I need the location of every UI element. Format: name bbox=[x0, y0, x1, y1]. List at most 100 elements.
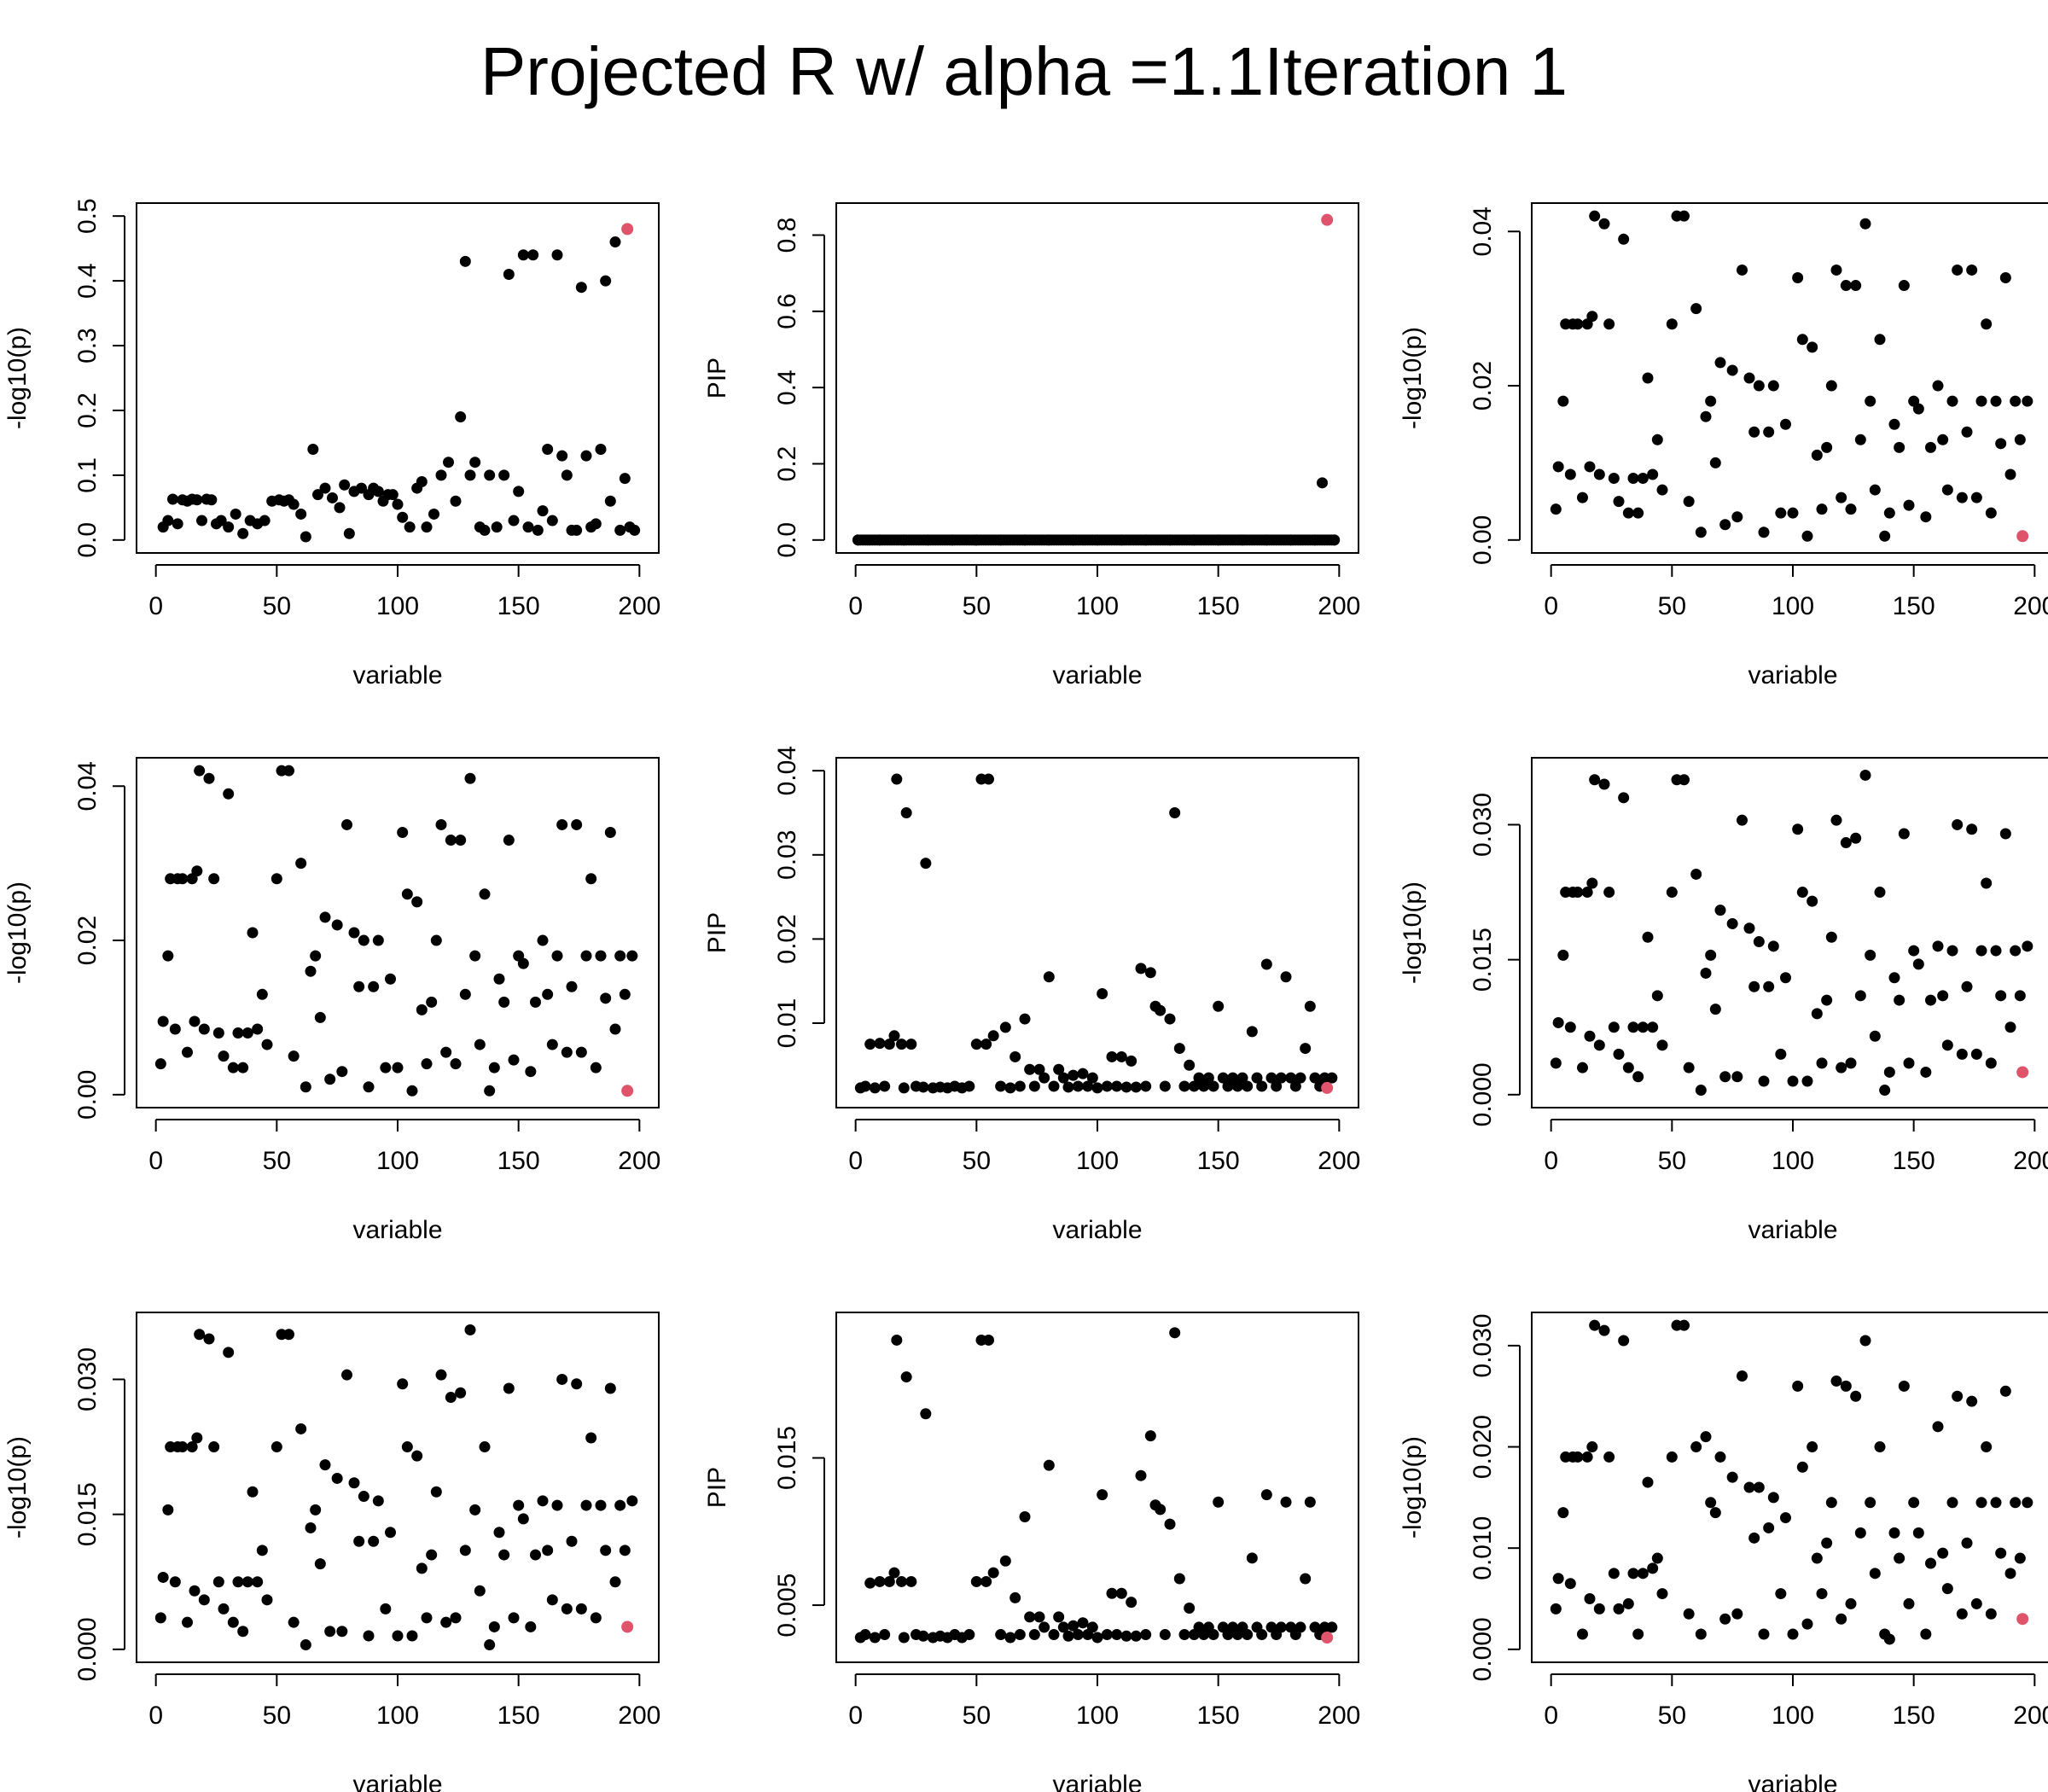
data-point bbox=[1057, 1621, 1069, 1633]
data-point bbox=[1946, 1497, 1958, 1509]
data-point bbox=[1159, 1080, 1171, 1092]
data-point bbox=[445, 1392, 457, 1404]
data-point bbox=[1072, 1629, 1084, 1641]
data-point bbox=[1581, 1451, 1593, 1463]
data-point bbox=[498, 469, 510, 481]
plot-frame bbox=[835, 202, 1359, 554]
data-point bbox=[1126, 1597, 1137, 1609]
data-point bbox=[1956, 1048, 1968, 1060]
data-point bbox=[1289, 1080, 1301, 1092]
data-point bbox=[999, 1555, 1011, 1567]
data-point bbox=[1714, 1451, 1726, 1463]
data-point bbox=[1695, 1085, 1707, 1097]
data-point bbox=[353, 980, 365, 992]
data-point bbox=[575, 1603, 587, 1615]
data-point bbox=[1236, 1072, 1248, 1084]
data-point bbox=[590, 1612, 602, 1624]
data-point bbox=[590, 1062, 602, 1073]
y-tick-label: 0.8 bbox=[773, 218, 801, 253]
data-point bbox=[450, 1058, 462, 1070]
x-tick-label: 50 bbox=[263, 1147, 291, 1175]
x-tick-label: 200 bbox=[2013, 1702, 2048, 1730]
data-point bbox=[1743, 922, 1755, 934]
data-point bbox=[900, 806, 912, 818]
data-point bbox=[1213, 534, 1225, 546]
x-tick-label: 150 bbox=[1197, 592, 1240, 620]
y-tick-label: 0.3 bbox=[73, 328, 102, 364]
data-point bbox=[1564, 468, 1576, 480]
data-point bbox=[1705, 395, 1717, 407]
data-point bbox=[1898, 280, 1910, 292]
data-point bbox=[1737, 814, 1748, 826]
data-point bbox=[1836, 1062, 1847, 1073]
data-point bbox=[1227, 1072, 1239, 1084]
data-point bbox=[1647, 1562, 1659, 1574]
data-point bbox=[256, 1545, 268, 1556]
data-point bbox=[157, 1571, 169, 1583]
data-point bbox=[1966, 1395, 1978, 1407]
data-point bbox=[1854, 433, 1866, 445]
data-point bbox=[443, 457, 454, 468]
data-point bbox=[1836, 492, 1847, 503]
data-point bbox=[283, 765, 294, 777]
data-point bbox=[869, 1082, 881, 1094]
data-point bbox=[491, 521, 503, 533]
data-point bbox=[1932, 380, 1944, 392]
data-point bbox=[237, 527, 249, 539]
data-point bbox=[1603, 1451, 1615, 1463]
data-point bbox=[905, 1575, 917, 1587]
data-point bbox=[1737, 264, 1748, 276]
data-point bbox=[1970, 1597, 1982, 1609]
data-point bbox=[1028, 1080, 1040, 1092]
data-point bbox=[530, 996, 541, 1008]
data-point bbox=[1946, 395, 1958, 407]
y-tick-label: 0.04 bbox=[1469, 207, 1497, 256]
data-point bbox=[397, 1378, 409, 1390]
data-point bbox=[1004, 1632, 1016, 1644]
data-point bbox=[2004, 468, 2016, 480]
data-point bbox=[177, 1441, 189, 1453]
data-point bbox=[1758, 527, 1770, 538]
data-point bbox=[983, 773, 994, 785]
data-point bbox=[898, 534, 910, 546]
data-point bbox=[1043, 971, 1055, 983]
data-point bbox=[1317, 477, 1328, 489]
data-point bbox=[2010, 945, 2022, 957]
data-point bbox=[1811, 449, 1823, 461]
y-tick-label: 0.015 bbox=[73, 1482, 102, 1546]
data-point bbox=[196, 515, 207, 527]
data-point bbox=[1598, 1324, 1610, 1336]
data-point bbox=[208, 1441, 220, 1453]
data-point bbox=[1743, 372, 1755, 384]
data-point bbox=[619, 1545, 631, 1556]
data-point bbox=[1775, 1048, 1787, 1060]
data-point bbox=[464, 469, 476, 481]
data-point bbox=[1743, 1481, 1755, 1493]
data-point bbox=[619, 473, 631, 485]
data-point bbox=[1280, 971, 1292, 983]
data-point bbox=[1637, 1021, 1649, 1033]
y-tick-label: 0.04 bbox=[73, 761, 102, 811]
data-point bbox=[203, 772, 215, 784]
data-point bbox=[1217, 1072, 1229, 1084]
data-point bbox=[1714, 357, 1726, 369]
data-point bbox=[1207, 1080, 1219, 1092]
data-point bbox=[905, 1039, 917, 1050]
data-point bbox=[1256, 1080, 1268, 1092]
data-point bbox=[917, 1081, 929, 1093]
data-point bbox=[537, 1495, 549, 1507]
data-point bbox=[1564, 1021, 1576, 1033]
data-point bbox=[1726, 917, 1738, 929]
data-point bbox=[1024, 1063, 1036, 1075]
data-point bbox=[1169, 1327, 1181, 1339]
data-point bbox=[305, 1521, 317, 1533]
data-point bbox=[1840, 1380, 1852, 1392]
data-point bbox=[1024, 1611, 1036, 1623]
data-point bbox=[215, 515, 227, 527]
data-point bbox=[488, 1620, 500, 1632]
data-point bbox=[609, 236, 621, 248]
data-point bbox=[513, 486, 525, 497]
data-point bbox=[198, 1023, 210, 1035]
data-point bbox=[1106, 1050, 1118, 1062]
data-point bbox=[1975, 945, 1987, 957]
